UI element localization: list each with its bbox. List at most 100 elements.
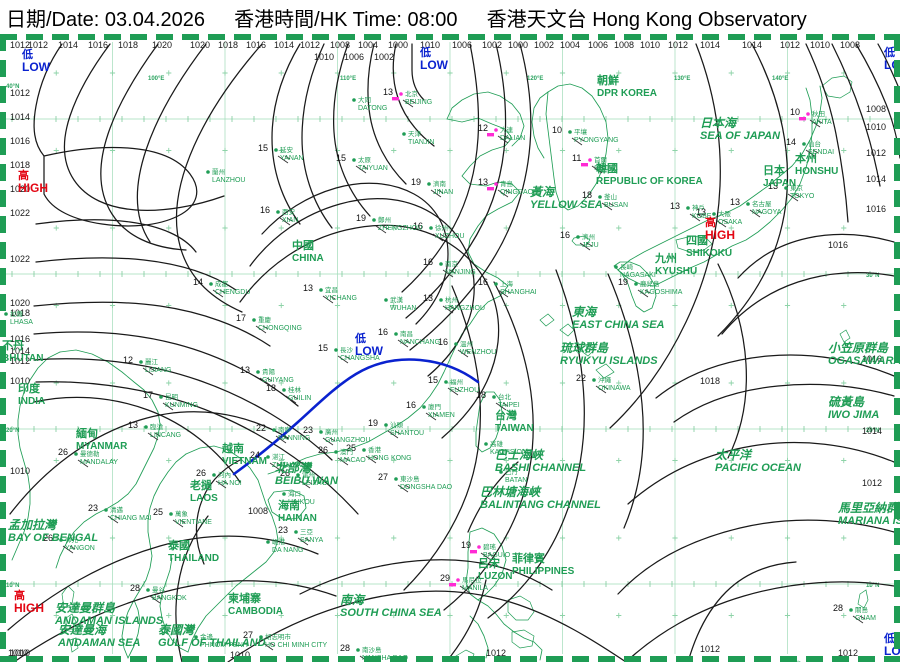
station-marker <box>352 98 356 102</box>
region-label-en: DPR KOREA <box>597 88 657 99</box>
station-marker <box>712 212 716 216</box>
city-label-en: NAGOYA <box>752 209 782 216</box>
wind-barb <box>299 480 313 489</box>
region-label-cn: 印度 <box>18 381 41 395</box>
region-label-cn: 柬埔寨 <box>228 591 261 605</box>
city-label-en: SHANGHAI <box>500 289 537 296</box>
station-marker <box>319 430 323 434</box>
city-label-cn: 首爾 <box>594 155 608 164</box>
graticule-label-20n: 20°N <box>866 428 879 434</box>
station-marker <box>806 112 810 116</box>
isobar-label: 1010 <box>640 40 660 50</box>
station-temperature: 19 <box>356 213 366 223</box>
city-label-en: PYONGYANG <box>574 137 619 144</box>
city-label-en: WUHAN <box>390 305 416 312</box>
station-temperature: 24 <box>250 450 260 460</box>
wind-barb <box>601 202 615 211</box>
station-marker <box>266 540 270 544</box>
isobar-label: 1002 <box>482 40 502 50</box>
high-marker-cn: 高 <box>18 168 29 182</box>
sea-label-en: RYUKYU ISLANDS <box>560 355 658 367</box>
isobar-label: 1004 <box>560 40 580 50</box>
isobar-label: 1002 <box>534 40 554 50</box>
wind-barb <box>397 484 411 493</box>
city-label-en: GUANGZHOU <box>325 437 371 444</box>
city-label-cn: 澳門 <box>340 447 353 456</box>
city-label-en: BANGKOK <box>152 595 187 602</box>
city-label-en: SHANTOU <box>390 430 424 437</box>
city-label-cn: 湛江 <box>272 453 286 461</box>
surface-analysis-map[interactable]: 100°E 100°E 110°E 110°E 120°E 120°E 130°… <box>0 34 900 662</box>
station-marker <box>352 158 356 162</box>
wind-barb <box>689 213 703 222</box>
station-marker <box>422 405 426 409</box>
low-marker-cn: 低 <box>419 45 431 59</box>
wind-barb <box>749 209 763 218</box>
wind-barb <box>442 305 456 314</box>
station-marker <box>588 158 592 162</box>
city-label-cn: 仙台 <box>808 139 821 148</box>
station-marker <box>384 298 388 302</box>
chart-time: 香港時間/HK Time: 08:00 <box>234 8 458 31</box>
isobar-label: 1016 <box>10 334 30 344</box>
sea-label-cn: 黃海 <box>529 185 556 199</box>
station-marker <box>362 448 366 452</box>
city-label-en: YICHANG <box>325 295 357 302</box>
isobar-label: 1014 <box>862 426 882 436</box>
graticule-label-40n: 40°N <box>6 84 19 90</box>
isobar-label: 1012 <box>866 148 886 158</box>
isobar-label: 1016 <box>862 354 882 364</box>
sea-label: 馬里亞納群島MARIANA ISLANDS <box>837 501 900 527</box>
isobar-label: 1016 <box>866 204 886 214</box>
wind-barb <box>387 430 401 439</box>
city-label-en: AKITA <box>812 119 832 126</box>
station-marker <box>427 182 431 186</box>
station-symbol <box>449 583 456 587</box>
station-temperature: 13 <box>423 293 433 303</box>
city-label-cn: 延安 <box>280 145 294 154</box>
isobar-label: 1010 <box>866 122 886 132</box>
sea-label-cn: 硫黃島 <box>828 395 865 409</box>
station-temperature: 22 <box>576 373 586 383</box>
station-temperature: 13 <box>303 283 313 293</box>
sea-label-en: SOUTH CHINA SEA <box>340 607 442 619</box>
city-label-en: TAIYUAN <box>358 165 388 172</box>
station-marker <box>144 425 148 429</box>
wind-barb <box>809 119 823 128</box>
city-label-cn: 三亞 <box>300 528 314 536</box>
city-label-cn: 碧瑤 <box>483 542 497 551</box>
isobar-label: 1020 <box>10 184 30 194</box>
city-label-cn: 杭州 <box>445 295 458 304</box>
isobar-label: 1012 <box>862 478 882 488</box>
city-label-cn: 太原 <box>358 155 372 164</box>
region-label-cn: 日本 <box>763 163 785 177</box>
region-label-en: KYUSHU <box>655 266 697 277</box>
station-marker <box>686 206 690 210</box>
station-temperature: 19 <box>411 177 421 187</box>
wind-barb <box>457 349 471 358</box>
station-temperature: 25 <box>153 507 163 517</box>
station-temperature: 16 <box>478 277 488 287</box>
station-temperature: 26 <box>43 533 53 543</box>
